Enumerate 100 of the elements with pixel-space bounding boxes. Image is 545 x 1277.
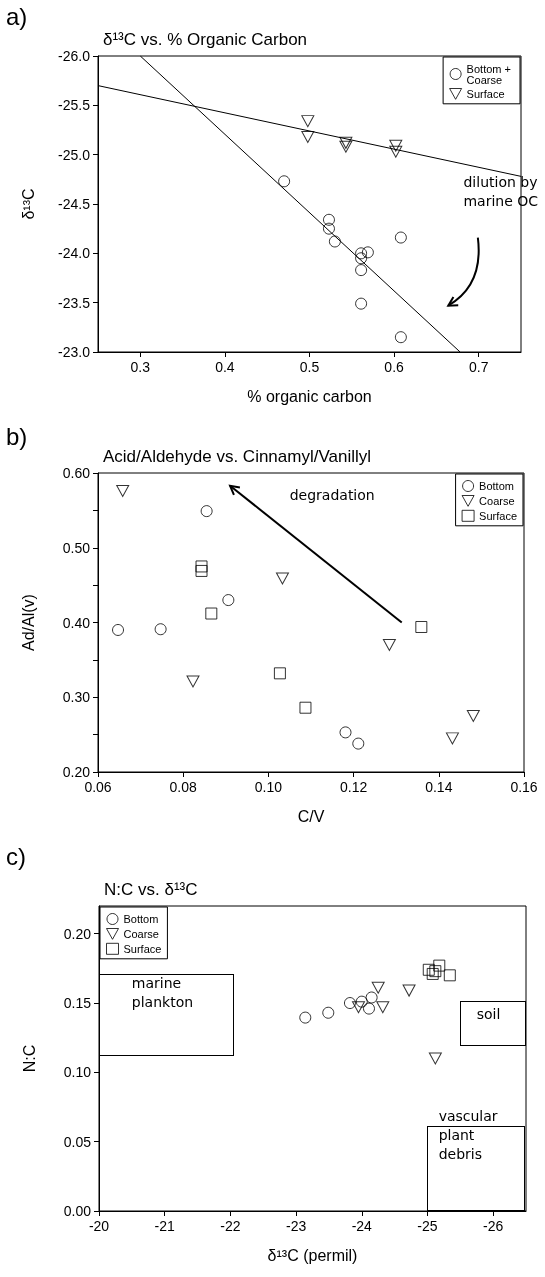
x-tick-label: 0.4	[215, 359, 235, 375]
point	[301, 130, 315, 143]
point	[116, 484, 130, 497]
chart-title: Acid/Aldehyde vs. Cinnamyl/Vanillyl	[103, 447, 372, 466]
x-tick-label: -23	[285, 1218, 307, 1234]
point	[433, 959, 446, 972]
point	[376, 1001, 390, 1014]
point	[222, 594, 235, 607]
point	[299, 701, 312, 714]
chart-title: N:C vs. δ¹³C	[104, 880, 198, 899]
annotation: vascular plant debris	[438, 1106, 499, 1164]
legend-label: Surface	[479, 509, 518, 522]
x-axis-title: δ¹³C (permil)	[267, 1246, 358, 1264]
point	[382, 638, 396, 651]
text: b)	[6, 422, 28, 450]
point	[351, 1001, 365, 1014]
y-axis-title: Ad/Al(v)	[19, 594, 37, 651]
point	[355, 247, 368, 260]
x-tick-label: -26	[483, 1218, 504, 1234]
point	[278, 175, 291, 188]
point	[402, 984, 416, 997]
x-tick-label: -22	[220, 1218, 241, 1234]
point	[339, 726, 352, 739]
point	[355, 995, 368, 1008]
x-tick-label: 0.12	[339, 779, 368, 795]
y-tick-label: 0.10	[63, 1064, 92, 1081]
point	[371, 981, 385, 994]
point	[328, 235, 341, 248]
point	[355, 252, 368, 265]
x-tick-label: 0.6	[384, 359, 405, 375]
x-tick-label: -20	[88, 1218, 110, 1234]
y-tick-label: 0.15	[63, 995, 92, 1012]
x-axis-title: % organic carbon	[247, 387, 372, 405]
x-tick-label: 0.7	[468, 359, 489, 375]
point	[339, 140, 353, 153]
y-tick-label: -25.5	[58, 97, 91, 114]
y-tick-label: -23.5	[58, 294, 91, 311]
annotation: degradation	[289, 485, 376, 505]
point	[154, 623, 167, 636]
point	[200, 505, 213, 518]
text: c)	[6, 842, 26, 870]
point	[355, 297, 368, 310]
point	[195, 564, 208, 577]
point	[363, 1002, 375, 1015]
point	[445, 732, 459, 745]
x-tick-label: 0.08	[169, 779, 198, 795]
point	[339, 136, 353, 149]
point	[361, 246, 374, 259]
x-tick-label: 0.10	[254, 779, 283, 795]
legend-label: Surface	[123, 942, 162, 955]
point	[301, 115, 315, 128]
y-tick-label: -23.0	[58, 344, 91, 360]
point	[186, 675, 200, 688]
legend-label: Coarse	[479, 494, 515, 507]
point	[422, 963, 435, 976]
legend-label: Surface	[466, 87, 505, 100]
x-tick-label: -21	[154, 1218, 176, 1234]
annotation: marine plankton	[131, 974, 195, 1013]
point	[394, 231, 407, 244]
point	[466, 709, 480, 722]
y-tick-label: 0.00	[63, 1203, 92, 1219]
point	[389, 139, 403, 152]
point	[299, 1011, 312, 1024]
legend-label: Bottom	[123, 913, 159, 925]
y-tick-label: 0.30	[62, 689, 91, 706]
y-tick-label: 0.40	[62, 614, 91, 631]
point	[443, 969, 456, 982]
point	[365, 991, 378, 1004]
legend-label: Coarse	[123, 927, 159, 940]
text: a)	[6, 2, 28, 30]
y-tick-label: 0.05	[63, 1133, 92, 1150]
x-tick-label: 0.14	[425, 779, 453, 795]
annotation: dilution by marine OC	[463, 173, 540, 212]
y-axis-title: δ¹³C	[19, 188, 37, 220]
point	[322, 213, 335, 226]
x-axis-title: C/V	[297, 807, 325, 825]
point	[343, 997, 356, 1010]
point	[322, 222, 335, 235]
point	[355, 264, 368, 277]
point	[394, 331, 407, 344]
x-tick-label: -25	[417, 1218, 438, 1234]
point	[205, 607, 218, 620]
point	[352, 737, 365, 750]
legend-label: Bottom + Coarse	[466, 62, 515, 86]
y-tick-label: -24.5	[58, 196, 91, 212]
y-tick-label: -25.0	[58, 146, 91, 163]
x-tick-label: -24	[351, 1218, 373, 1234]
y-tick-label: 0.20	[62, 764, 91, 780]
point	[275, 572, 289, 585]
y-axis-title: N:C	[20, 1044, 38, 1073]
point	[415, 620, 428, 633]
point	[322, 1006, 335, 1019]
point	[273, 667, 286, 680]
point	[389, 145, 403, 158]
y-tick-label: 0.50	[62, 539, 91, 556]
point	[195, 560, 208, 573]
x-tick-label: 0.3	[130, 359, 151, 375]
annotation: soil	[476, 1004, 502, 1024]
x-tick-label: 0.16	[510, 779, 538, 795]
legend-label: Bottom	[479, 480, 514, 492]
